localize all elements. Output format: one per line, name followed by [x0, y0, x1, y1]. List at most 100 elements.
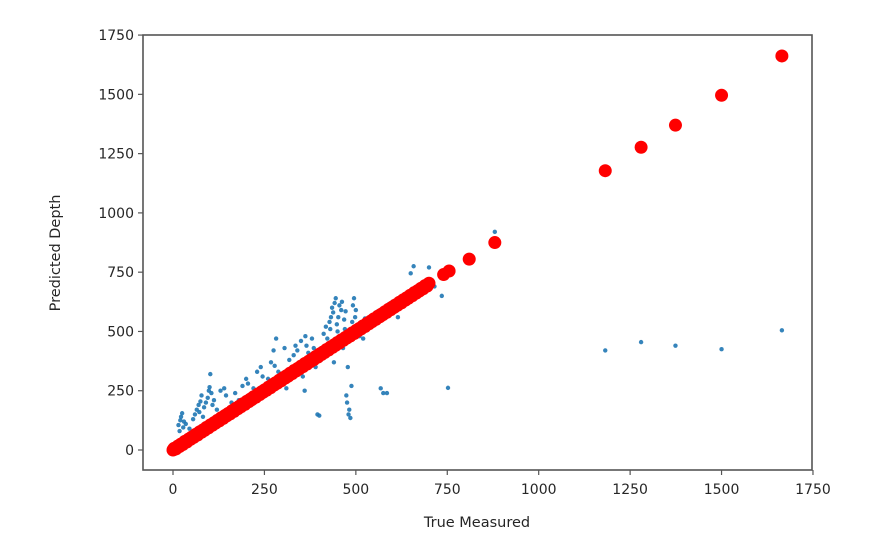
plot-area — [143, 35, 812, 470]
y-tick-label: 1000 — [98, 206, 134, 222]
predicted-point — [351, 296, 357, 301]
x-tick-label: 250 — [251, 482, 278, 498]
predicted-point — [181, 425, 186, 430]
predicted-point — [353, 307, 359, 313]
predicted-point — [304, 343, 309, 348]
predicted-point — [343, 309, 348, 314]
true-point — [775, 49, 789, 63]
predicted-point — [335, 329, 340, 334]
predicted-point — [268, 360, 274, 365]
predicted-point — [303, 333, 308, 339]
predicted-point — [603, 348, 608, 353]
predicted-point — [348, 415, 353, 421]
predicted-point — [295, 348, 300, 353]
x-axis-label: True Measured — [423, 515, 530, 531]
predicted-point — [352, 315, 358, 320]
predicted-point — [298, 338, 304, 344]
predicted-point — [334, 322, 340, 327]
predicted-point — [330, 310, 336, 315]
predicted-point — [328, 326, 333, 332]
predicted-point — [311, 345, 316, 351]
predicted-point — [349, 383, 354, 389]
predicted-point — [272, 363, 277, 369]
predicted-point — [232, 390, 238, 396]
predicted-point — [200, 414, 206, 420]
predicted-point — [177, 428, 182, 434]
predicted-point — [221, 386, 227, 391]
x-axis-ticks: 0 250 500 750 1000 1250 1500 1750 — [169, 470, 831, 498]
true-point — [462, 252, 476, 266]
y-tick-label: 1750 — [98, 28, 134, 44]
predicted-point — [719, 347, 724, 352]
predicted-point — [293, 343, 298, 348]
predicted-point — [332, 300, 337, 306]
predicted-point — [203, 400, 209, 405]
predicted-point — [360, 336, 366, 341]
predicted-point — [347, 407, 352, 412]
predicted-point — [201, 405, 207, 410]
predicted-point — [240, 383, 245, 389]
predicted-point — [284, 386, 289, 391]
x-tick-label: 1000 — [521, 482, 557, 498]
predicted-point — [207, 384, 212, 390]
true-point — [598, 164, 612, 178]
predicted-point — [323, 324, 329, 329]
predicted-point — [426, 265, 432, 270]
predicted-point — [300, 374, 306, 379]
predicted-point — [445, 385, 451, 391]
predicted-point — [192, 412, 198, 417]
predicted-point — [208, 371, 213, 377]
y-tick-label: 750 — [107, 265, 134, 281]
predicted-point — [779, 328, 785, 333]
true-point — [715, 88, 729, 102]
predicted-point — [190, 416, 196, 422]
predicted-point — [302, 388, 307, 393]
predicted-point — [339, 307, 344, 313]
x-tick-label: 1750 — [795, 482, 831, 498]
predicted-point — [492, 229, 498, 235]
true-point — [422, 276, 436, 290]
predicted-point — [178, 414, 184, 420]
predicted-point — [333, 296, 338, 301]
predicted-point — [271, 348, 276, 353]
predicted-point — [183, 421, 188, 427]
predicted-point — [321, 331, 326, 337]
predicted-point — [309, 336, 315, 341]
predicted-point — [439, 293, 444, 299]
true-series — [166, 49, 789, 457]
predicted-point — [260, 374, 265, 379]
predicted-point — [329, 305, 335, 310]
y-tick-label: 250 — [107, 384, 134, 400]
predicted-point — [243, 376, 249, 382]
y-axis-label: Predicted Depth — [48, 195, 64, 312]
predicted-point — [325, 336, 330, 341]
predicted-point — [384, 390, 390, 396]
predicted-point — [218, 388, 223, 393]
true-point — [442, 264, 456, 278]
predicted-point — [328, 315, 334, 320]
predicted-point — [395, 315, 401, 320]
predicted-point — [344, 400, 350, 405]
predicted-point — [638, 339, 644, 345]
predicted-point — [327, 319, 332, 325]
predicted-point — [341, 317, 347, 322]
predicted-point — [196, 402, 201, 408]
x-tick-label: 1500 — [704, 482, 740, 498]
predicted-point — [317, 413, 322, 418]
predicted-point — [199, 393, 204, 398]
predicted-point — [205, 395, 210, 401]
predicted-point — [349, 319, 355, 325]
y-axis-ticks: 0 250 500 750 1000 1250 1500 1750 — [98, 28, 143, 459]
predicted-point — [282, 345, 287, 351]
predicted-point — [209, 390, 214, 396]
predicted-point — [273, 336, 279, 341]
predicted-point — [197, 409, 202, 415]
predicted-point — [346, 412, 351, 417]
predicted-point — [211, 398, 217, 403]
predicted-point — [381, 390, 386, 396]
x-tick-label: 750 — [434, 482, 461, 498]
predicted-point — [287, 357, 292, 363]
predicted-point — [214, 407, 220, 412]
predicted-point — [178, 418, 183, 423]
